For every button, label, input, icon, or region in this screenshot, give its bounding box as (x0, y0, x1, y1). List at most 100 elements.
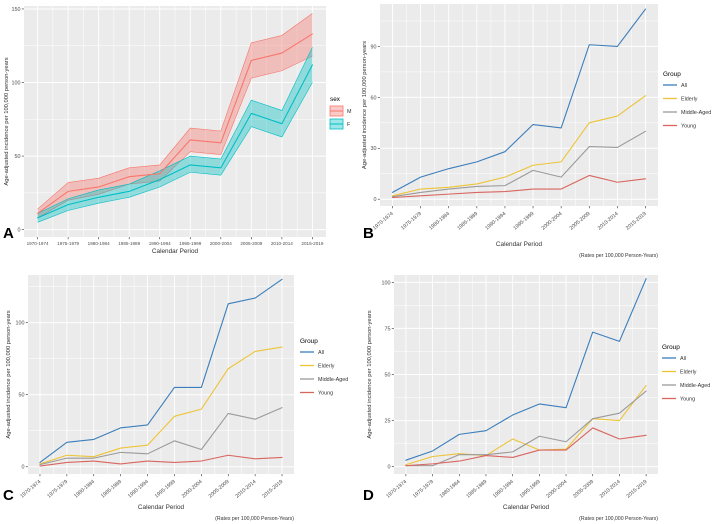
series-line-m (37, 33, 313, 215)
x-tick-label: 1980-1984 (88, 241, 110, 246)
panel-b: 0 30 60 90 1970-1974 1975-1979 1980-1984 1985-1… (360, 0, 719, 262)
legend-label: M (347, 109, 352, 115)
y-tick-label: 100 (16, 320, 25, 326)
series-line-all (39, 278, 283, 464)
x-tick-label: 1990-1994 (492, 479, 515, 500)
y-axis-title: Age-adjusted incidence per 100,000 perso… (367, 310, 373, 438)
x-tick-label: 2010-2014 (597, 211, 620, 232)
y-axis-title: Age-adjusted incidence per 100,000 perso… (4, 57, 10, 185)
legend-label: All (318, 350, 324, 356)
panel-letter-d: D (363, 487, 374, 504)
x-tick-label: 1990-1994 (127, 479, 150, 500)
legend-label: Young (680, 396, 695, 402)
x-tick-label: 1970-1974 (19, 479, 42, 500)
legend-label: F (347, 122, 351, 128)
series-line-middle-aged (391, 130, 647, 198)
x-tick-label: 1995-1999 (179, 241, 201, 246)
x-axis-title: Calendar Period (152, 248, 199, 255)
legend-label: Middle-Aged (318, 377, 348, 383)
ribbon-edge-f (37, 82, 313, 223)
panel-letter-b: B (363, 225, 374, 242)
x-tick-label: 1975-1979 (57, 241, 79, 246)
x-tick-label: 1995-1999 (512, 211, 535, 232)
legend-label: Middle-Aged (681, 110, 711, 116)
series-line-middle-aged (405, 390, 647, 467)
y-tick-label: 0 (22, 465, 25, 471)
x-tick-label: 2000-2004 (210, 241, 232, 246)
y-tick-label: 60 (371, 95, 377, 101)
x-tick-label: 2010-2014 (235, 479, 258, 500)
x-tick-label: 1980-1984 (439, 479, 462, 500)
legend-label: Young (681, 123, 696, 129)
y-tick-label: 150 (12, 7, 21, 13)
series-line-all (391, 8, 647, 193)
chart-a-incidence-by-sex: 0 50 100 150 1970-1974 1975-1979 1980-1984 1985… (4, 6, 352, 255)
x-tick-label: 2005-2009 (569, 211, 592, 232)
x-tick-label: 2015-2019 (625, 211, 648, 232)
series-line-elderly (39, 346, 283, 465)
y-tick-label: 50 (385, 372, 391, 378)
ribbon-m (37, 13, 313, 218)
x-tick-label: 1985-1989 (465, 479, 488, 500)
y-tick-label: 0 (374, 197, 377, 203)
x-axis-title: Calendar Period (138, 504, 185, 511)
x-tick-label: 1985-1989 (456, 211, 479, 232)
legend-title: sex (330, 96, 341, 103)
x-tick-label: 2010-2014 (599, 479, 622, 500)
y-tick-label: 30 (371, 146, 377, 152)
panel-d: 0 25 50 75 100 1970-1974 1975-1979 1980-1984 198… (360, 262, 719, 524)
y-axis-title: Age-adjusted incidence per 100,000 perso… (362, 41, 368, 169)
x-tick-label: 2000-2004 (541, 211, 564, 232)
legend-title: Group (663, 71, 681, 78)
y-tick-label: 50 (19, 393, 25, 399)
ribbon-edge-f (37, 47, 313, 214)
x-tick-label: 1975-1979 (412, 479, 435, 500)
x-tick-label: 2000-2004 (181, 479, 204, 500)
series-line-all (405, 278, 647, 461)
x-tick-label: 2010-2014 (271, 241, 293, 246)
series-line-young (405, 427, 647, 467)
series-line-young (39, 454, 283, 467)
x-tick-label: 1990-1994 (484, 211, 507, 232)
x-tick-label: 1980-1984 (428, 211, 451, 232)
x-tick-label: 1975-1979 (400, 211, 423, 232)
y-tick-label: 0 (18, 228, 21, 234)
y-tick-label: 0 (388, 465, 391, 471)
y-tick-label: 75 (385, 326, 391, 332)
caption: (Rates per 100,000 Person-Years) (579, 516, 658, 522)
x-tick-label: 2000-2004 (545, 479, 568, 500)
x-tick-label: 1985-1989 (118, 241, 140, 246)
ribbon-f (37, 47, 313, 223)
legend-label: All (681, 83, 687, 89)
x-axis-title: Calendar Period (496, 241, 543, 248)
x-tick-label: 2015-2019 (626, 479, 649, 500)
legend-label: Elderly (318, 363, 335, 369)
x-tick-label: 1970-1974 (372, 211, 395, 232)
y-tick-label: 50 (15, 154, 21, 160)
series-line-f (37, 64, 313, 219)
x-tick-label: 1995-1999 (154, 479, 177, 500)
x-tick-label: 1980-1984 (73, 479, 96, 500)
x-tick-label: 1995-1999 (519, 479, 542, 500)
x-tick-label: 1970-1974 (385, 479, 408, 500)
legend-label: Elderly (681, 96, 698, 102)
legend-title: Group (662, 344, 680, 351)
x-tick-label: 2015-2019 (301, 241, 323, 246)
legend-label: All (680, 356, 686, 362)
caption: (Rates per 100,000 Person-Years) (215, 516, 294, 522)
y-tick-label: 25 (385, 418, 391, 424)
chart-d-incidence-by-group: 0 25 50 75 100 1970-1974 1975-1979 1980-1984 198… (367, 275, 710, 522)
ribbon-edge-m (37, 55, 313, 219)
chart-b-incidence-by-group: 0 30 60 90 1970-1974 1975-1979 1980-1984 1985-1… (362, 4, 711, 259)
y-tick-label: 100 (12, 80, 21, 86)
ribbon-edge-m (37, 13, 313, 210)
x-axis-title: Calendar Period (503, 504, 550, 511)
x-tick-label: 2015-2019 (261, 479, 284, 500)
legend-label: Middle-Aged (680, 383, 710, 389)
x-tick-label: 1990-1994 (149, 241, 171, 246)
chart-c-incidence-by-group: 0 50 100 1970-1974 1975-1979 1980-1984 1985-19… (6, 275, 348, 522)
caption: (Rates per 100,000 Person-Years) (579, 253, 658, 259)
y-axis-title: Age-adjusted incidence per 100,000 perso… (6, 310, 12, 438)
x-tick-label: 1985-1989 (100, 479, 123, 500)
